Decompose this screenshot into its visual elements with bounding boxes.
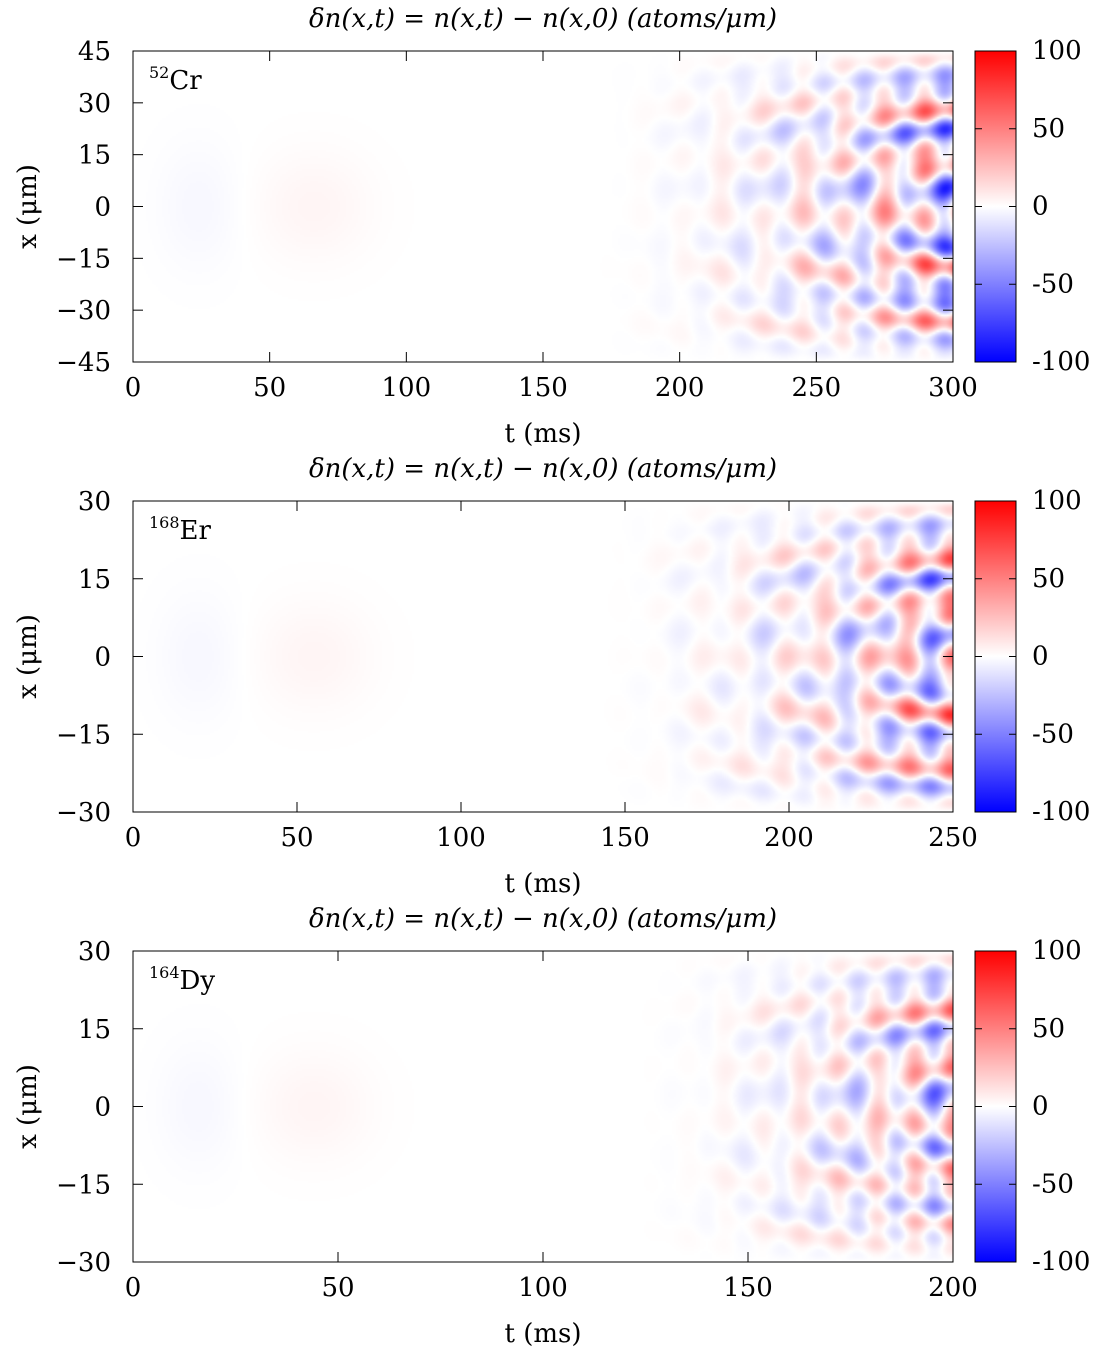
colorbar-tick-label: -100 [1032,797,1090,827]
isotope-label: 168Er [149,513,212,546]
panel-cr: δn(x,t) = n(x,t) − n(x,0) (atoms/μm) 52Cr… [13,4,1090,449]
colorbar-tick-label: 50 [1032,564,1065,594]
chart-title: δn(x,t) = n(x,t) − n(x,0) (atoms/μm) [309,454,777,484]
heatmap [133,501,953,812]
x-axis-label: t (ms) [505,1319,582,1349]
chart-title: δn(x,t) = n(x,t) − n(x,0) (atoms/μm) [309,4,777,34]
colorbar-tick-label: -100 [1032,1247,1090,1277]
y-tick-label: −15 [56,720,111,750]
y-tick-label: −45 [56,348,111,378]
y-tick-label: −15 [56,244,111,274]
isotope-label: 52Cr [149,63,202,96]
x-tick-label: 50 [321,1273,354,1303]
isotope-label: 164Dy [149,963,215,996]
colorbar-tick-label: 100 [1032,936,1082,966]
x-axis-label: t (ms) [505,419,582,449]
x-tick-label: 150 [723,1273,773,1303]
colorbar-tick-label: -50 [1032,269,1074,299]
colorbar-tick-label: 0 [1032,642,1049,672]
x-tick-label: 200 [655,373,705,403]
x-tick-label: 100 [436,823,486,853]
x-axis-label: t (ms) [505,869,582,899]
x-tick-label: 50 [280,823,313,853]
y-tick-label: −30 [56,296,111,326]
y-tick-label: 15 [78,141,111,171]
colorbar-tick-label: 50 [1032,1014,1065,1044]
x-tick-label: 100 [382,373,432,403]
x-tick-label: 300 [928,373,978,403]
x-tick-label: 250 [928,823,978,853]
y-tick-label: 15 [78,1015,111,1045]
colorbar-tick-label: -50 [1032,719,1074,749]
x-tick-label: 200 [928,1273,978,1303]
x-tick-label: 100 [518,1273,568,1303]
x-tick-label: 0 [125,1273,142,1303]
y-axis-label: x (μm) [13,614,43,699]
y-tick-label: 30 [78,487,111,517]
x-tick-label: 250 [792,373,842,403]
y-tick-label: −15 [56,1170,111,1200]
x-tick-label: 150 [600,823,650,853]
x-tick-label: 0 [125,373,142,403]
y-axis-label: x (μm) [13,164,43,249]
y-tick-label: 0 [94,1093,111,1123]
y-tick-label: 0 [94,193,111,223]
panel-dy: δn(x,t) = n(x,t) − n(x,0) (atoms/μm) 164D… [13,904,1090,1349]
colorbar-tick-label: -50 [1032,1169,1074,1199]
colorbar-tick-label: 0 [1032,1092,1049,1122]
x-tick-label: 150 [518,373,568,403]
colorbar-tick-label: 100 [1032,486,1082,516]
y-tick-label: 30 [78,89,111,119]
heatmap [133,951,953,1262]
colorbar-tick-label: -100 [1032,347,1090,377]
y-tick-label: 45 [78,37,111,67]
colorbar-tick-label: 50 [1032,114,1065,144]
colorbar-tick-label: 0 [1032,192,1049,222]
panel-er: δn(x,t) = n(x,t) − n(x,0) (atoms/μm) 168E… [13,454,1090,899]
y-tick-label: −30 [56,798,111,828]
y-tick-label: 15 [78,565,111,595]
colorbar-tick-label: 100 [1032,36,1082,66]
x-tick-label: 50 [253,373,286,403]
y-tick-label: 0 [94,643,111,673]
y-tick-label: −30 [56,1248,111,1278]
chart-title: δn(x,t) = n(x,t) − n(x,0) (atoms/μm) [309,904,777,934]
x-tick-label: 200 [764,823,814,853]
y-tick-label: 30 [78,937,111,967]
x-tick-label: 0 [125,823,142,853]
y-axis-label: x (μm) [13,1064,43,1149]
heatmap [133,51,953,362]
